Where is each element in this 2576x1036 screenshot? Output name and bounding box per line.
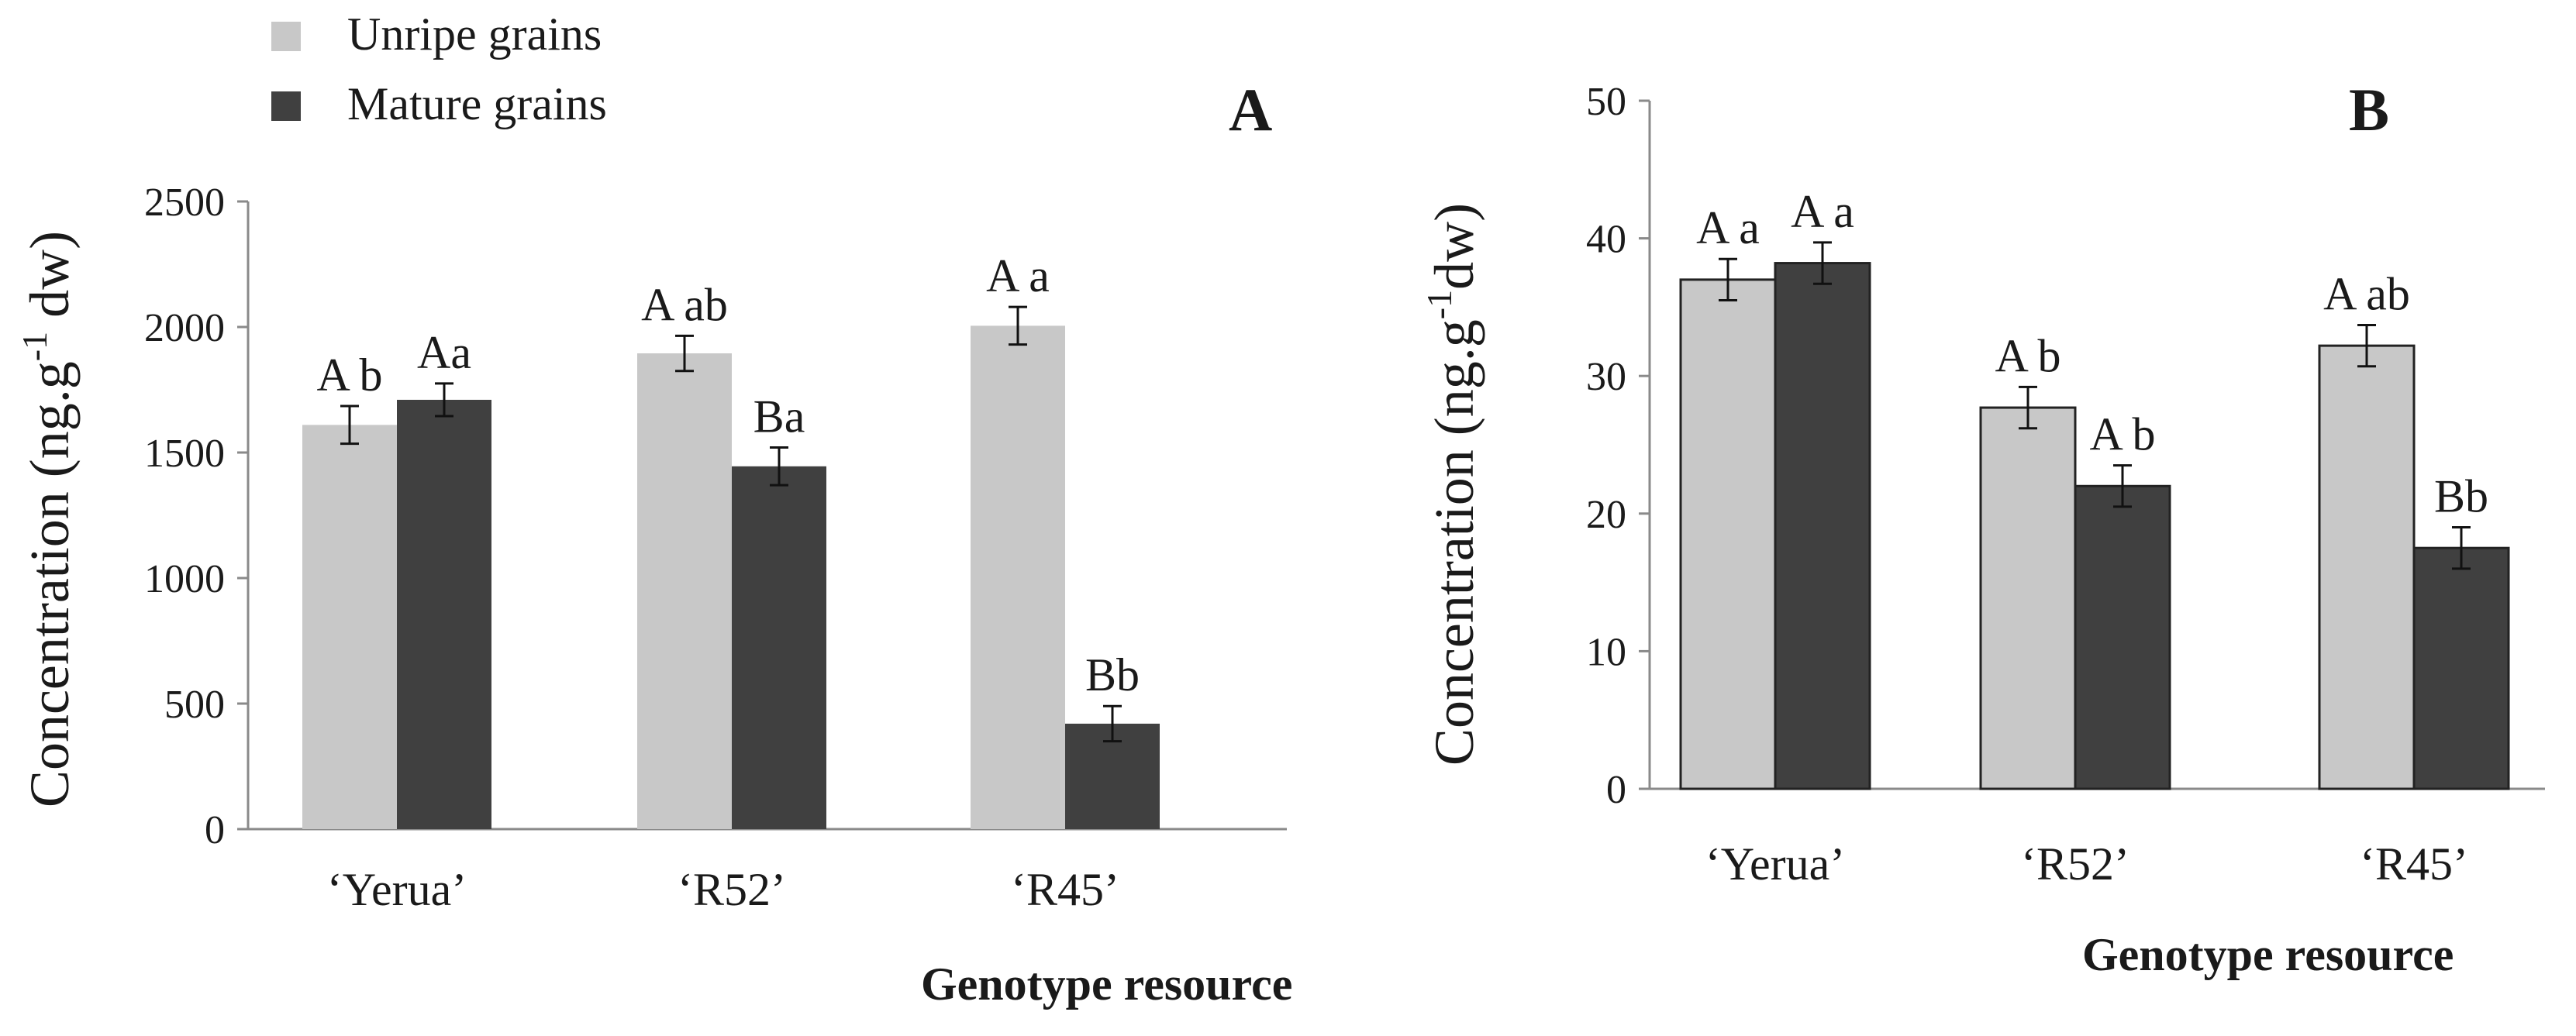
panel-a-category-label: ‘Yerua’ [327, 864, 467, 915]
panel-b-significance-label: A b [2089, 409, 2155, 460]
panel-b-ylabel-main: Concentration (ng.g [1423, 319, 1485, 766]
panel-b-x-axis-label: Genotype resource [2082, 929, 2454, 980]
panel-b-bar-mature [2412, 546, 2510, 790]
panel-a-significance-label: A ab [641, 279, 728, 330]
panel-b-significance-label: A ab [2323, 268, 2410, 319]
panel-a-significance-label: Bb [1085, 649, 1140, 700]
panel-b-bar-mature [2074, 484, 2171, 790]
panel-a-y-tick-label: 1000 [144, 557, 225, 601]
panel-a-y-tick-label: 500 [164, 683, 225, 727]
legend-swatch-unripe [271, 22, 301, 51]
panel-a-bar-unripe [971, 325, 1065, 829]
panel-a-significance-label: A a [986, 250, 1050, 301]
panel-a-ylabel-sup: -1 [15, 332, 54, 361]
panel-a-significance-label: Aa [417, 327, 471, 378]
panel-b-bar-unripe [2318, 344, 2416, 790]
panel-b-category-label: ‘Yerua’ [1705, 838, 1846, 890]
chart-panel-a: A Concentration (ng.g-1 dw) Genotype res… [15, 76, 1292, 1010]
panel-a-bar-mature [732, 466, 826, 829]
panel-b-y-tick-label: 20 [1586, 493, 1626, 537]
panel-a-y-axis-label: Concentration (ng.g-1 dw) [15, 231, 81, 807]
legend-label-mature: Mature grains [347, 78, 607, 129]
panel-a-x-axis-label: Genotype resource [921, 959, 1292, 1010]
panel-b-category-label: ‘R52’ [2021, 838, 2129, 890]
panel-b-bar-unripe [1979, 406, 2077, 790]
panel-a-y-tick-label: 2000 [144, 306, 225, 350]
panel-a-significance-label: A b [316, 349, 382, 401]
panel-a-bar-unripe [637, 353, 732, 829]
panel-a-category-label: ‘R52’ [678, 864, 786, 915]
panel-b-y-axis-label: Concentration (ng.g-1dw) [1419, 203, 1485, 766]
panel-a-bar-mature [397, 399, 491, 829]
panel-b-y-tick-label: 30 [1586, 355, 1626, 399]
panel-b-significance-label: A b [1995, 330, 2060, 381]
panel-b-bar-mature [1774, 262, 1871, 790]
panel-a-y-tick-label: 1500 [144, 432, 225, 476]
panel-a-letter: A [1229, 76, 1272, 143]
panel-b-ylabel-tail: dw) [1423, 203, 1485, 290]
panel-a-bar-unripe [302, 425, 397, 829]
panel-a-y-tick-label: 2500 [144, 181, 225, 225]
panel-b-bar-unripe [1679, 278, 1777, 790]
panel-b-ylabel-sup: -1 [1419, 290, 1459, 319]
panel-a-ylabel-main: Concentration (ng.g [19, 361, 81, 807]
panel-b-significance-label: A a [1791, 186, 1854, 237]
panel-a-y-tick-label: 0 [205, 808, 225, 852]
panel-b-y-tick-label: 50 [1586, 80, 1626, 124]
panel-b-y-tick-label: 0 [1606, 768, 1626, 812]
panel-b-category-label: ‘R45’ [2360, 838, 2468, 890]
legend: Unripe grains Mature grains [271, 9, 607, 129]
panel-b-significance-label: Bb [2434, 471, 2488, 522]
panel-b-letter: B [2349, 76, 2389, 143]
panel-a-significance-label: Ba [753, 391, 805, 442]
panel-b-y-tick-label: 10 [1586, 630, 1626, 674]
panel-a-ylabel-tail: dw) [19, 231, 81, 332]
chart-panel-b: B Concentration (ng.g-1dw) Genotype reso… [1419, 76, 2545, 980]
panel-a-category-label: ‘R45’ [1011, 864, 1119, 915]
panel-b-y-tick-label: 40 [1586, 218, 1626, 262]
panel-b-significance-label: A a [1696, 202, 1760, 253]
legend-label-unripe: Unripe grains [347, 9, 602, 60]
legend-swatch-mature [271, 91, 301, 121]
